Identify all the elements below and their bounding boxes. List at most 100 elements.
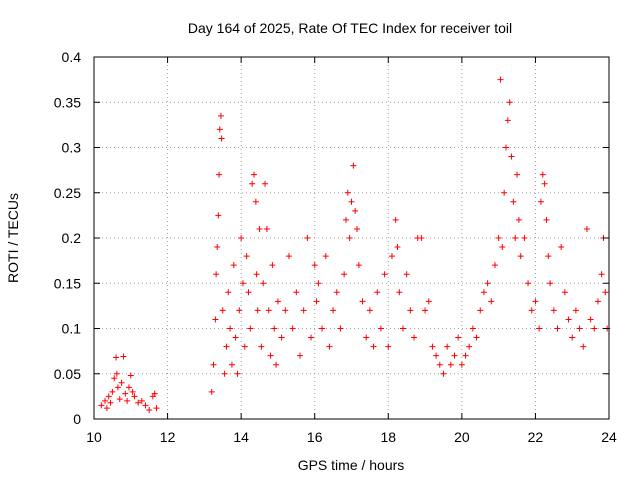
data-point <box>256 225 263 232</box>
data-point <box>561 289 568 296</box>
x-tick-label: 12 <box>160 429 176 445</box>
data-point <box>381 271 388 278</box>
data-point <box>539 171 546 178</box>
data-point <box>429 343 436 350</box>
data-point <box>352 207 359 214</box>
data-point <box>252 198 259 205</box>
data-point <box>346 235 353 241</box>
data-point <box>118 379 125 386</box>
data-point <box>153 405 160 412</box>
data-point <box>243 253 250 260</box>
data-point <box>282 307 289 314</box>
data-point <box>473 334 480 341</box>
y-tick-label: 0.3 <box>62 140 82 156</box>
data-point <box>462 352 469 359</box>
y-tick-label: 0.35 <box>54 94 81 110</box>
data-point <box>217 112 224 119</box>
data-point <box>545 253 552 260</box>
y-tick-label: 0.4 <box>62 49 82 65</box>
data-point <box>495 235 502 241</box>
x-tick-label: 10 <box>86 429 102 445</box>
data-point <box>469 325 476 332</box>
data-point <box>394 244 401 251</box>
data-point <box>550 307 557 314</box>
data-point <box>337 325 344 332</box>
data-point <box>105 393 112 400</box>
y-tick-label: 0.05 <box>54 366 81 382</box>
data-point <box>342 216 349 223</box>
data-point <box>576 325 583 332</box>
data-point <box>102 397 109 404</box>
data-point <box>120 353 127 360</box>
data-point <box>227 325 234 332</box>
data-point <box>315 280 322 287</box>
data-point <box>326 343 333 350</box>
data-point <box>263 225 270 232</box>
data-point <box>319 325 326 332</box>
data-point <box>131 393 138 400</box>
data-point <box>528 307 535 314</box>
data-point <box>300 307 307 314</box>
data-point <box>247 325 254 332</box>
data-point <box>113 370 120 377</box>
data-point <box>304 235 311 241</box>
data-point <box>396 289 403 296</box>
data-point <box>254 307 261 314</box>
data-point <box>602 289 609 296</box>
data-point <box>109 388 116 395</box>
data-point <box>213 271 220 278</box>
data-point <box>221 370 228 377</box>
data-point <box>344 189 351 196</box>
data-point <box>218 135 225 142</box>
data-point <box>514 171 521 178</box>
data-point <box>510 198 517 205</box>
data-point <box>541 180 548 187</box>
data-point <box>223 343 230 350</box>
data-point <box>225 289 232 296</box>
data-point <box>219 307 226 314</box>
data-point <box>484 280 491 287</box>
data-point <box>146 406 153 413</box>
data-point <box>113 354 120 361</box>
data-point <box>425 298 432 305</box>
chart-title: Day 164 of 2025, Rate Of TEC Index for r… <box>188 20 512 36</box>
y-tick-label: 0.1 <box>62 321 82 337</box>
data-point <box>547 280 554 287</box>
data-point <box>587 316 594 323</box>
data-point <box>565 316 572 323</box>
data-point <box>333 289 340 296</box>
data-point <box>512 235 519 241</box>
data-point <box>122 390 129 397</box>
data-point <box>537 198 544 205</box>
data-point <box>103 405 110 412</box>
data-point <box>265 307 272 314</box>
data-point <box>116 396 123 403</box>
data-point <box>491 262 498 269</box>
x-axis-label: GPS time / hours <box>298 457 405 473</box>
data-point <box>245 289 252 296</box>
data-point <box>572 307 579 314</box>
data-point <box>451 352 458 359</box>
data-point <box>359 298 366 305</box>
data-point <box>440 370 447 377</box>
data-point <box>558 244 565 251</box>
data-point <box>208 388 215 395</box>
data-point <box>477 307 484 314</box>
data-point <box>269 262 276 269</box>
data-point <box>350 162 357 169</box>
data-point <box>480 289 487 296</box>
data-point <box>411 334 418 341</box>
data-point <box>228 361 235 368</box>
data-point <box>517 253 524 260</box>
data-point <box>366 307 373 314</box>
y-tick-label: 0.25 <box>54 185 81 201</box>
data-point <box>422 307 429 314</box>
data-point <box>293 289 300 296</box>
data-point <box>503 144 509 151</box>
y-tick-label: 0.2 <box>62 230 82 246</box>
data-point <box>135 399 142 406</box>
data-point <box>234 370 241 377</box>
data-point <box>354 225 361 232</box>
data-point <box>377 325 384 332</box>
data-point <box>124 397 131 404</box>
